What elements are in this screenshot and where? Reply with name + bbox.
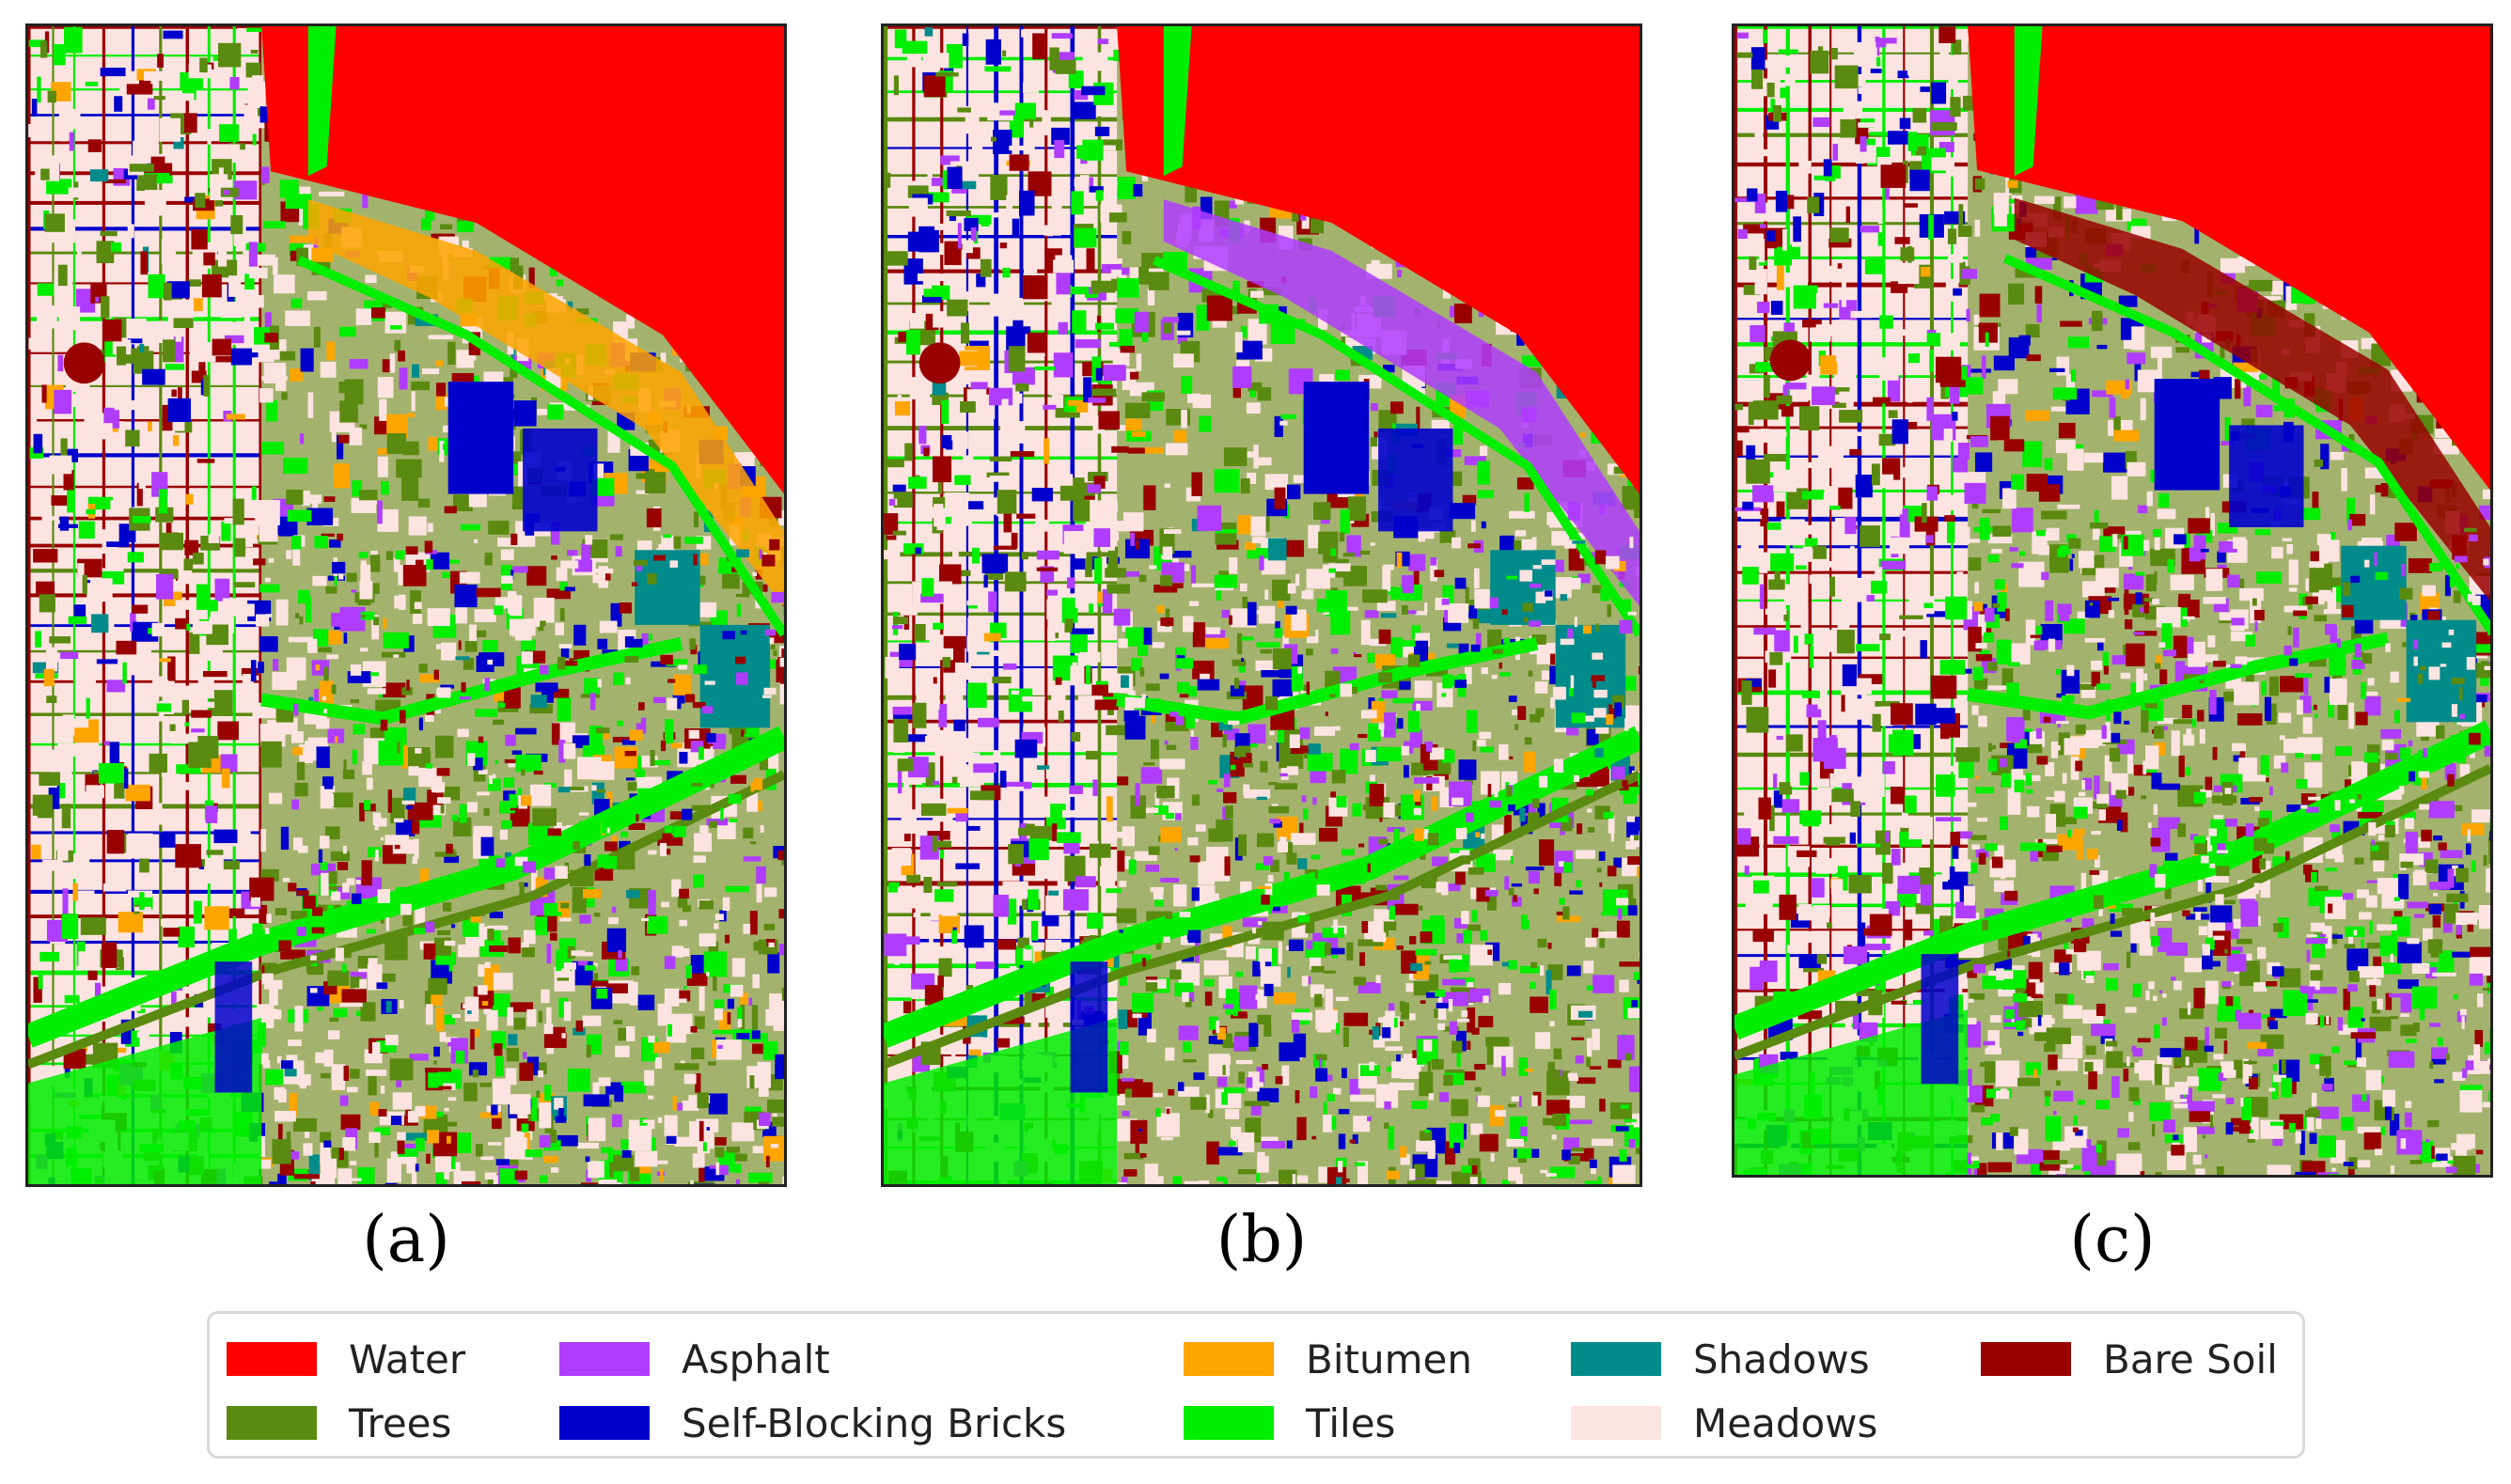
legend-item-bare-soil: Bare Soil xyxy=(1981,1331,2278,1387)
caption-c: (c) xyxy=(2069,1203,2156,1277)
legend-label-tiles: Tiles xyxy=(1306,1399,1396,1446)
legend-label-water: Water xyxy=(349,1336,466,1382)
legend-swatch-self-blocking-bricks xyxy=(559,1406,650,1440)
classification-map-b xyxy=(881,23,1642,1187)
legend-label-trees: Trees xyxy=(349,1399,452,1446)
legend-item-bitumen: Bitumen xyxy=(1184,1331,1472,1387)
legend: Water Trees Asphalt Self-Blocking Bricks… xyxy=(207,1311,2305,1459)
legend-item-water: Water xyxy=(227,1331,465,1387)
legend-item-tiles: Tiles xyxy=(1184,1395,1395,1451)
legend-swatch-asphalt xyxy=(559,1342,650,1376)
legend-label-bare-soil: Bare Soil xyxy=(2103,1336,2278,1382)
legend-swatch-trees xyxy=(227,1406,317,1440)
legend-swatch-shadows xyxy=(1571,1342,1661,1376)
legend-label-bitumen: Bitumen xyxy=(1306,1336,1472,1382)
caption-a: (a) xyxy=(362,1203,450,1277)
legend-item-asphalt: Asphalt xyxy=(559,1331,830,1387)
legend-label-self-blocking-bricks: Self-Blocking Bricks xyxy=(682,1399,1067,1446)
legend-swatch-meadows xyxy=(1571,1406,1661,1440)
legend-label-meadows: Meadows xyxy=(1693,1399,1878,1446)
legend-item-shadows: Shadows xyxy=(1571,1331,1870,1387)
legend-label-shadows: Shadows xyxy=(1693,1336,1870,1382)
legend-item-trees: Trees xyxy=(227,1395,451,1451)
classification-map-c xyxy=(1732,23,2493,1178)
legend-item-self-blocking-bricks: Self-Blocking Bricks xyxy=(559,1395,1066,1451)
caption-b: (b) xyxy=(1216,1203,1308,1277)
legend-item-meadows: Meadows xyxy=(1571,1395,1877,1451)
classification-map-a xyxy=(25,23,787,1187)
legend-label-asphalt: Asphalt xyxy=(682,1336,830,1382)
legend-swatch-bare-soil xyxy=(1981,1342,2071,1376)
legend-swatch-water xyxy=(227,1342,317,1376)
legend-swatch-tiles xyxy=(1184,1406,1274,1440)
legend-swatch-bitumen xyxy=(1184,1342,1274,1376)
